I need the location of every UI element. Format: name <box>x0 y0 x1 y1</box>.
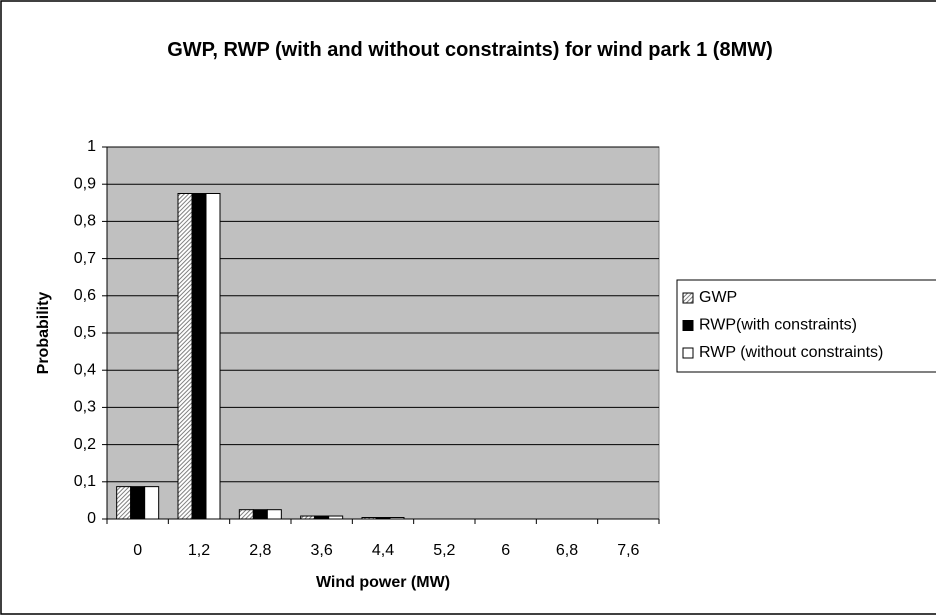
bar <box>191 193 207 520</box>
y-tick-label: 0 <box>87 510 96 527</box>
bar <box>177 193 193 520</box>
x-tick-label: 4,4 <box>372 542 394 559</box>
x-tick-label: 0 <box>133 542 142 559</box>
bar <box>116 486 132 520</box>
y-tick-label: 0,1 <box>74 473 96 490</box>
bar <box>238 509 254 520</box>
bar <box>375 517 391 520</box>
x-tick-label: 6 <box>501 542 510 559</box>
legend-box <box>676 279 936 373</box>
x-tick-label: 5,2 <box>433 542 455 559</box>
chart-title: GWP, RWP (with and without constraints) … <box>167 39 773 61</box>
y-tick-label: 0,7 <box>74 250 96 267</box>
bar <box>361 517 377 520</box>
y-tick-label: 0,2 <box>74 436 96 453</box>
y-tick-label: 0,3 <box>74 399 96 416</box>
x-tick-label: 1,2 <box>188 542 210 559</box>
legend-swatch <box>682 320 694 331</box>
bar <box>252 509 268 520</box>
bar <box>328 515 344 520</box>
x-tick-label: 2,8 <box>249 542 271 559</box>
legend-swatch <box>682 292 694 304</box>
x-axis-title: Wind power (MW) <box>316 574 450 591</box>
bar <box>205 193 221 520</box>
y-axis-title: Probability <box>35 292 52 375</box>
y-tick-label: 1 <box>87 138 96 155</box>
y-tick-label: 0,4 <box>74 361 96 378</box>
x-tick-label: 6,8 <box>556 542 578 559</box>
y-tick-label: 0,9 <box>74 175 96 192</box>
legend-label: GWP <box>699 289 737 306</box>
x-tick-label: 7,6 <box>617 542 639 559</box>
bar <box>266 509 282 520</box>
y-tick-label: 0,6 <box>74 287 96 304</box>
legend-swatch <box>682 347 694 359</box>
bar <box>314 515 330 520</box>
bar <box>300 515 316 520</box>
y-tick-label: 0,5 <box>74 324 96 341</box>
bar <box>130 486 146 520</box>
legend-label: RWP(with constraints) <box>699 317 857 334</box>
legend-label: RWP (without constraints) <box>699 344 883 361</box>
bar <box>144 486 160 520</box>
x-tick-label: 3,6 <box>311 542 333 559</box>
bar <box>389 517 405 520</box>
y-tick-label: 0,8 <box>74 213 96 230</box>
